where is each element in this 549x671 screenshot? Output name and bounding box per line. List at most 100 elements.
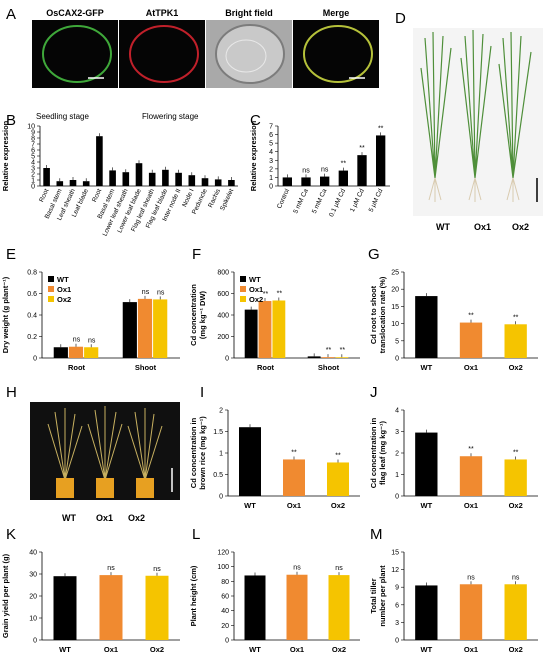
y-tick-label-e: 0.4 [27, 313, 37, 320]
y-tick-label-c: 0 [269, 184, 273, 191]
x-tick-label-m: Ox1 [464, 645, 478, 654]
y-axis-title-e: Dry weight (g plant⁻¹) [1, 276, 10, 353]
bar-b [214, 179, 222, 186]
chart-l: 0 20 40 60 80 100 120 Plant height (cm) WT ns Ox1 n… [189, 550, 360, 654]
significance-label-g: ** [468, 313, 474, 320]
chart-i: 0 0.5 1 1.5 2 Cd concentration in brown rice (… [189, 408, 360, 510]
micro-title-gfp: OsCAX2-GFP [46, 8, 104, 18]
y-tick-label-f: 800 [217, 270, 229, 277]
plant-photo-h [30, 402, 180, 500]
significance-label-l: ns [293, 565, 301, 572]
legend-label-f: Ox1 [249, 285, 263, 294]
bar-b [56, 181, 64, 186]
x-tick-label-k: Ox2 [150, 645, 164, 654]
significance-label-f: ** [277, 290, 283, 297]
y-tick-label-m: 9 [395, 585, 399, 592]
panel-letter-l: L [192, 526, 201, 543]
legend-label-e: Ox1 [57, 285, 71, 294]
bar-i [239, 427, 261, 496]
x-tick-label-c: 5 μM Cd [368, 188, 385, 214]
x-tick-label-c: 1 μM Cd [349, 188, 366, 214]
x-tick-label-j: Ox1 [464, 501, 478, 510]
x-tick-label-g: Ox1 [464, 363, 478, 372]
y-tick-label-b: 9 [31, 130, 35, 137]
bar-m [504, 584, 527, 640]
y-tick-label-b: 10 [27, 124, 35, 131]
y-axis-title-i: brown rice (mg kg⁻¹) [198, 416, 207, 490]
significance-label-l: ns [335, 565, 343, 572]
y-axis-title-b: Relative expression [1, 120, 10, 191]
x-tick-label-j: Ox2 [509, 501, 523, 510]
significance-label-f: ** [340, 347, 346, 354]
bar-k [145, 575, 169, 640]
y-tick-label-f: 400 [217, 313, 229, 320]
significance-label-c: ** [341, 161, 347, 168]
flowering-stage-label: Flowering stage [142, 112, 199, 121]
y-tick-label-f: 200 [217, 334, 229, 341]
chart-c: 0 1 23 45 67 Relative expression Control ns 5 mM… [249, 120, 390, 218]
micro-title-merge: Merge [322, 8, 350, 18]
significance-label-i: ** [335, 452, 341, 459]
significance-label-m: ns [512, 574, 520, 581]
y-axis-title-c: Relative expression [249, 120, 258, 191]
y-tick-label-b: 8 [31, 136, 35, 143]
bar-b [135, 163, 143, 186]
chart-g: 0 5 10 15 20 25 Cd root to shoot translocation … [369, 270, 538, 372]
bar-k [53, 576, 77, 640]
y-tick-label-g: 0 [395, 356, 399, 363]
bar-e [122, 302, 137, 358]
y-tick-label-c: 6 [269, 132, 273, 139]
significance-label-e: ns [157, 289, 165, 296]
significance-label-c: ns [321, 167, 329, 174]
significance-label-c: ns [302, 167, 310, 174]
bar-g [415, 296, 438, 358]
x-tick-label-e: Root [68, 363, 86, 372]
y-axis-title-g: Cd root to shoot [369, 285, 378, 344]
legend-swatch-e [48, 296, 54, 302]
significance-label-k: ns [153, 566, 161, 573]
bar-f [258, 301, 272, 358]
bar-i [327, 462, 349, 496]
bar-b [109, 170, 116, 186]
x-tick-label-c: 5 mM Ca [292, 188, 310, 215]
bar-b [122, 172, 130, 186]
y-axis-title-f: (mg kg⁻¹ DW) [198, 290, 207, 339]
y-tick-label-b: 7 [31, 142, 35, 149]
y-tick-label-m: 12 [391, 567, 399, 574]
bar-j [459, 456, 483, 496]
legend-swatch-f [240, 276, 246, 282]
bar-l [286, 574, 308, 640]
bar-c [320, 176, 330, 186]
y-tick-label-b: 4 [31, 160, 35, 167]
bar-e [53, 347, 68, 358]
y-tick-label-b: 1 [31, 178, 35, 185]
bar-i [283, 459, 305, 496]
y-tick-label-k: 40 [29, 550, 37, 557]
chart-j: 0 1 2 3 4 Cd concentration in flag leaf (mg kg… [369, 408, 538, 510]
y-tick-label-l: 0 [225, 638, 229, 645]
y-tick-label-f: 0 [225, 356, 229, 363]
y-tick-label-l: 20 [221, 623, 229, 630]
y-tick-label-l: 120 [217, 550, 229, 557]
micro-title-tpk: AtTPK1 [145, 8, 179, 18]
x-tick-label-l: WT [249, 645, 261, 654]
x-tick-label-c: Control [276, 187, 291, 209]
bar-k [99, 575, 123, 640]
bar-c [282, 177, 292, 186]
significance-label-j: ** [513, 449, 519, 456]
bar-j [504, 459, 527, 496]
x-tick-label-j: WT [420, 501, 432, 510]
y-tick-label-g: 15 [391, 304, 399, 311]
panel-letter-e: E [6, 246, 17, 263]
bar-l [244, 575, 266, 640]
x-tick-label-c: 5 mM Ca [311, 188, 329, 215]
y-tick-label-l: 100 [217, 564, 229, 571]
significance-label-f: ** [263, 291, 269, 298]
y-tick-label-m: 0 [395, 638, 399, 645]
x-tick-label-e: Shoot [135, 363, 157, 372]
bar-b [82, 181, 90, 186]
significance-label-k: ns [107, 565, 115, 572]
legend-swatch-e [48, 276, 54, 282]
y-tick-label-c: 5 [269, 141, 273, 148]
